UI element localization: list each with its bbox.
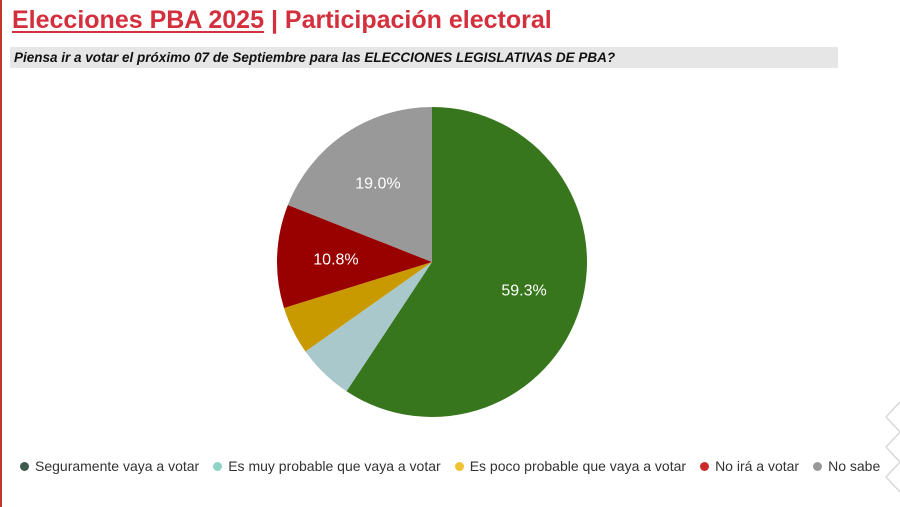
pie-slice: [283, 262, 432, 352]
legend-dot-icon: [20, 461, 29, 471]
question-text: Piensa ir a votar el próximo 07 de Septi…: [14, 50, 616, 65]
legend-dot-icon: [454, 461, 464, 471]
pie-slice: [277, 204, 432, 309]
pie-slice: [346, 107, 588, 417]
slice-data-label: 10.8%: [313, 251, 358, 268]
title-separator: |: [270, 6, 278, 34]
legend-label: Es poco probable que vaya a votar: [469, 458, 687, 474]
legend-dot-icon: [813, 461, 823, 471]
legend-label: Seguramente vaya a votar: [35, 458, 200, 474]
legend-label: No irá a votar: [715, 458, 800, 474]
legend-item: No sabe: [813, 458, 880, 474]
corner-decoration: [884, 401, 900, 493]
legend-item: Es muy probable que vaya a votar: [213, 458, 441, 474]
pie-slice: [305, 262, 432, 392]
title-topic: Participación electoral: [284, 6, 552, 34]
legend-label: Es muy probable que vaya a votar: [228, 458, 441, 474]
page-title: Elecciones PBA 2025 | Participación elec…: [12, 6, 552, 35]
legend-dot-icon: [213, 461, 223, 471]
legend-item: Es poco probable que vaya a votar: [454, 458, 687, 474]
question-bar: [10, 47, 838, 68]
slice-data-label: 59.3%: [501, 283, 546, 300]
legend-label: No sabe: [828, 458, 881, 474]
legend-item: Seguramente vaya a votar: [20, 458, 199, 474]
legend-item: No irá a votar: [700, 458, 799, 474]
chart-legend: Seguramente vaya a votar Es muy probable …: [20, 458, 890, 474]
title-main: Elecciones PBA 2025: [12, 6, 264, 34]
pie-slice: [287, 107, 432, 262]
slice-data-label: 19.0%: [355, 176, 400, 193]
legend-dot-icon: [700, 461, 710, 471]
